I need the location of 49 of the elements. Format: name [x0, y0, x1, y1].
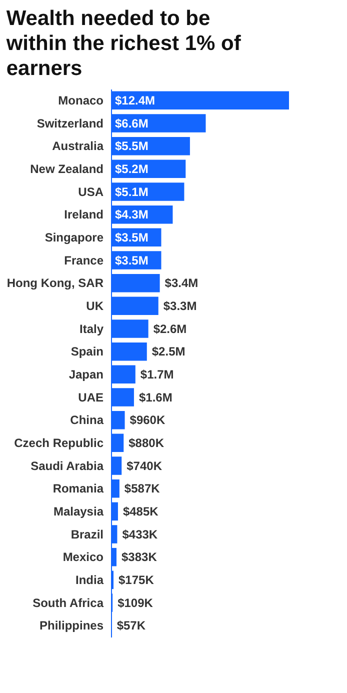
data-label: $2.6M	[153, 322, 187, 336]
chart-title: Wealth needed to be within the richest 1% of earners	[5, 7, 242, 80]
y-tick-label: Italy	[79, 322, 104, 336]
data-label: $740K	[126, 458, 162, 473]
data-label: $4.3M	[115, 208, 148, 222]
data-label: $960K	[130, 413, 166, 428]
data-label: $3.4M	[164, 276, 198, 290]
y-tick-label: India	[75, 572, 104, 587]
y-tick-label: Singapore	[44, 230, 104, 244]
y-tick-label: Malaysia	[53, 504, 104, 518]
y-tick-label: UAE	[78, 390, 104, 404]
y-tick-label: Monaco	[58, 93, 104, 108]
y-tick-label: Czech Republic	[14, 436, 104, 450]
y-tick-label: Philippines	[39, 618, 104, 633]
y-tick-label: Hong Kong, SAR	[6, 276, 104, 290]
y-tick-label: Ireland	[64, 208, 104, 222]
data-label: $383K	[122, 550, 158, 564]
y-tick-label: Spain	[70, 344, 104, 359]
data-label: $175K	[118, 572, 154, 587]
data-label: $3.5M	[115, 230, 148, 244]
data-label: $109K	[118, 596, 154, 610]
data-label: $880K	[128, 436, 164, 450]
data-label: $1.6M	[138, 390, 172, 404]
data-label: $5.5M	[115, 139, 148, 154]
y-tick-label: Romania	[52, 482, 104, 496]
y-tick-label: China	[70, 413, 104, 428]
data-label: $5.1M	[115, 184, 148, 199]
data-label: $2.5M	[152, 344, 186, 359]
data-label: $3.5M	[115, 253, 148, 268]
y-tick-label: Switzerland	[36, 116, 104, 130]
data-label: $1.7M	[140, 367, 174, 382]
y-tick-label: UK	[86, 298, 104, 313]
y-tick-label: South Africa	[32, 596, 104, 610]
y-tick-label: Australia	[52, 139, 104, 154]
data-label: $433K	[122, 527, 158, 542]
y-tick-label: USA	[78, 184, 104, 199]
y-tick-label: New Zealand	[30, 162, 104, 176]
y-tick-label: Brazil	[70, 527, 104, 542]
data-label: $3.3M	[163, 298, 197, 313]
data-label: $12.4M	[115, 93, 156, 108]
data-label: $6.6M	[115, 116, 148, 130]
data-label: $587K	[124, 482, 160, 496]
y-tick-label: Mexico	[62, 550, 104, 564]
y-tick-label: Saudi Arabia	[30, 458, 104, 473]
data-label: $5.2M	[115, 162, 148, 176]
y-tick-label: France	[64, 253, 104, 268]
data-label: $57K	[116, 618, 146, 633]
data-label: $485K	[122, 504, 159, 518]
y-tick-label: Japan	[68, 367, 104, 382]
